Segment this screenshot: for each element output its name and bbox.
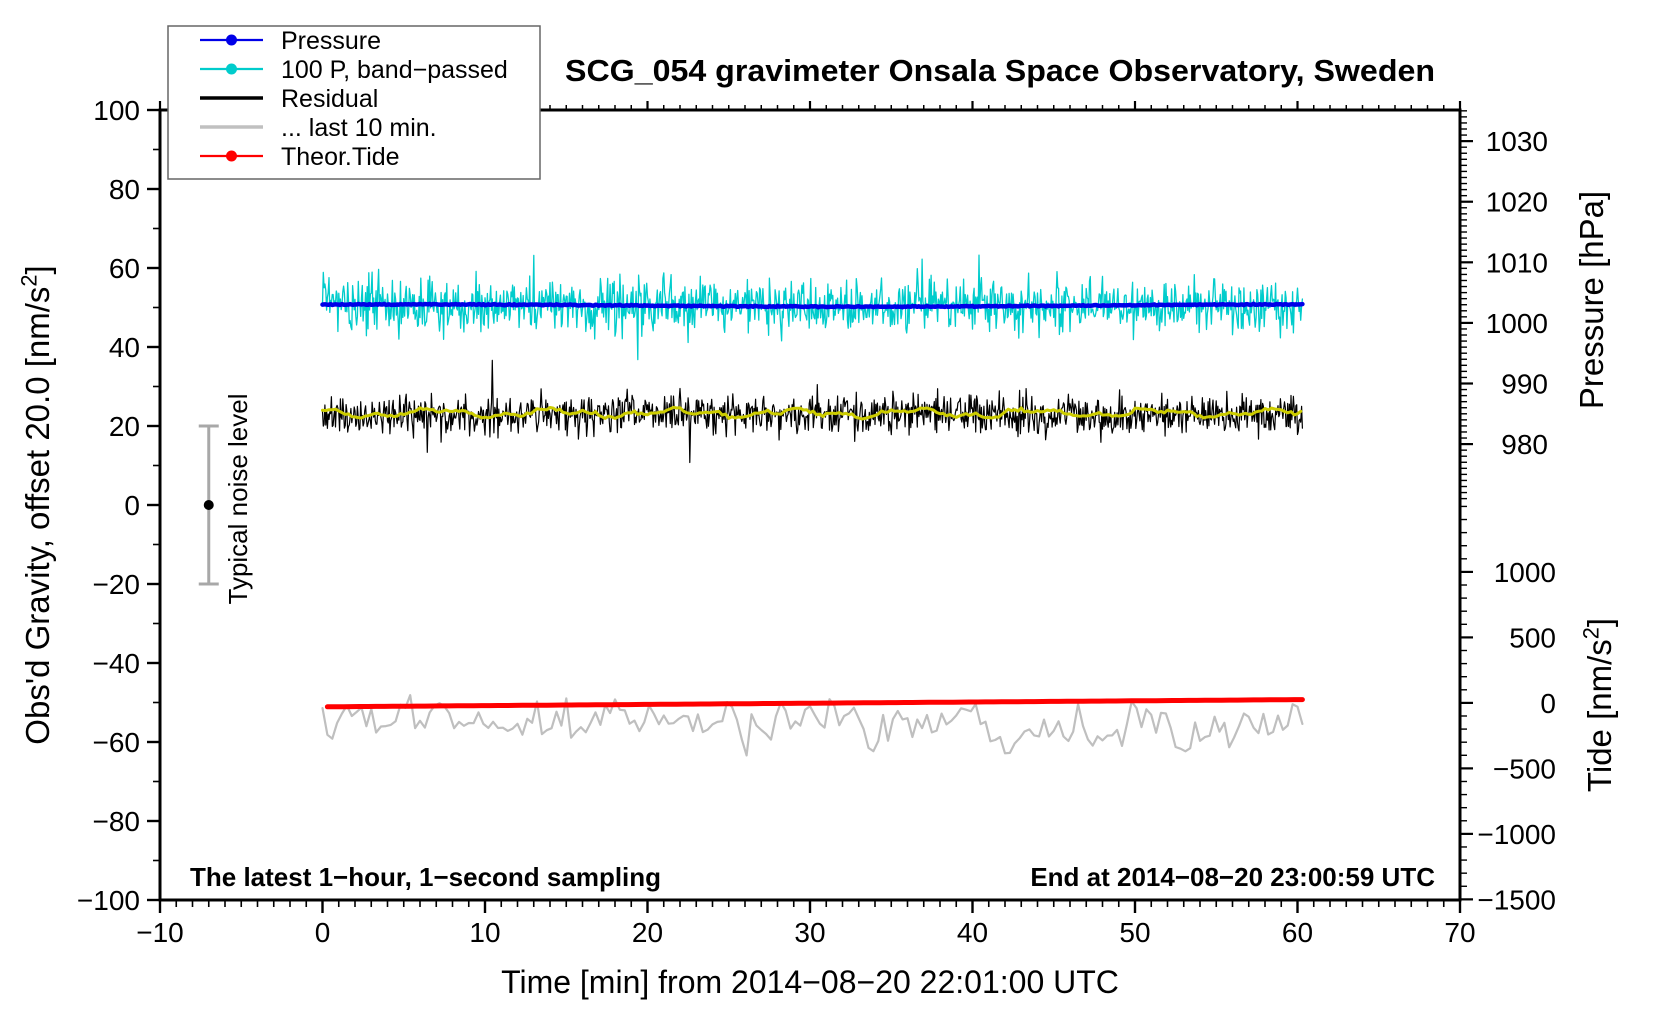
pressure-tick-label: 990 [1501, 368, 1548, 399]
legend-marker-dot [226, 150, 237, 162]
pressure-tick-label: 1030 [1486, 126, 1548, 157]
x-tick-label: 20 [632, 917, 663, 948]
tide-tick-label: −1500 [1477, 884, 1556, 915]
noise-level-marker: Typical noise level [198, 394, 253, 605]
tide-tick-label: 500 [1509, 622, 1556, 653]
x-axis-title: Time [min] from 2014−08−20 22:01:00 UTC [501, 964, 1119, 1000]
x-tick-label: 70 [1444, 917, 1475, 948]
pressure-tick-label: 980 [1501, 429, 1548, 460]
pressure-axis-title: Pressure [hPa] [1573, 191, 1610, 409]
tide-tick-label: −500 [1493, 753, 1556, 784]
bottom-axis: −10 0 10 20 30 40 50 60 70 [136, 900, 1476, 948]
series-pressure [320, 301, 1305, 310]
legend-label: Residual [281, 85, 378, 113]
tide-axis-title: Tide [nm/s2] [1579, 618, 1619, 792]
annotation-sampling: The latest 1−hour, 1−second sampling [190, 862, 661, 892]
legend-label: ... last 10 min. [281, 114, 437, 142]
tide-axis-title: Tide [nm/s2] [1579, 618, 1619, 792]
x-axis-title: Time [min] from 2014−08−20 22:01:00 UTC [501, 964, 1119, 1000]
series-residual [321, 359, 1303, 464]
y-tick-label: 60 [109, 253, 140, 284]
x-tick-label: 30 [794, 917, 825, 948]
legend-item--last-10-min-: ... last 10 min. [200, 114, 437, 142]
y-tick-label: 0 [124, 490, 140, 521]
x-tick-label: −10 [136, 917, 184, 948]
tide-axis: 1000 500 0 −500 −1000 −1500 [1460, 505, 1556, 915]
y-tick-label: −60 [93, 727, 141, 758]
legend-label: 100 P, band−passed [281, 56, 508, 84]
legend-marker-dot [226, 34, 237, 46]
x-tick-label: 50 [1119, 917, 1150, 948]
plot-frame [158, 108, 1462, 902]
y-tick-label: −20 [93, 569, 141, 600]
pressure-axis: 1030 1020 1010 1000 990 980 [1460, 110, 1548, 500]
legend-marker-dot [226, 63, 237, 75]
annotation-end: End at 2014−08−20 23:00:59 UTC [1030, 862, 1435, 892]
series-last10 [321, 694, 1304, 757]
pressure-tick-label: 1000 [1486, 308, 1548, 339]
legend-item-theor-tide: Theor.Tide [200, 143, 400, 171]
y-tick-label: −100 [77, 885, 140, 916]
x-tick-label: 40 [957, 917, 988, 948]
pressure-tick-label: 1010 [1486, 247, 1548, 278]
chart-title: SCG_054 gravimeter Onsala Space Observat… [565, 53, 1435, 88]
legend-label: Pressure [281, 27, 381, 55]
noise-level-label: Typical noise level [223, 394, 253, 605]
x-tick-label: 10 [469, 917, 500, 948]
tide-tick-label: −1000 [1477, 819, 1556, 850]
legend-label: Theor.Tide [281, 143, 400, 171]
y-tick-label: 80 [109, 174, 140, 205]
y-tick-label: 20 [109, 411, 140, 442]
legend-item-residual: Residual [200, 85, 378, 113]
legend-item-100-p-band-passed: 100 P, band−passed [200, 56, 508, 84]
pressure-axis-title: Pressure [hPa] [1573, 191, 1610, 409]
x-tick-label: 60 [1282, 917, 1313, 948]
series-smooth [321, 405, 1303, 421]
left-axis: 100 80 60 40 20 0 −20 −40 −60 −80 −100 [77, 95, 160, 916]
annotations: The latest 1−hour, 1−second sampling End … [190, 862, 1435, 892]
y-tick-label: −80 [93, 806, 141, 837]
tide-tick-label: 0 [1540, 688, 1556, 719]
y-axis-title-left: Obs'd Gravity, offset 20.0 [nm/s2] [17, 265, 57, 744]
x-tick-label: 0 [315, 917, 331, 948]
pressure-tick-label: 1020 [1486, 187, 1548, 218]
legend-item-pressure: Pressure [200, 27, 381, 55]
y-tick-label: 40 [109, 332, 140, 363]
y-axis-title-left: Obs'd Gravity, offset 20.0 [nm/s2] [17, 265, 57, 744]
noise-level-dot [203, 500, 214, 510]
y-tick-label: −40 [93, 648, 141, 679]
chart-title: SCG_054 gravimeter Onsala Space Observat… [565, 53, 1435, 88]
series-tide [324, 697, 1305, 710]
tide-tick-label: 1000 [1494, 557, 1556, 588]
y-tick-label: 100 [93, 95, 140, 126]
